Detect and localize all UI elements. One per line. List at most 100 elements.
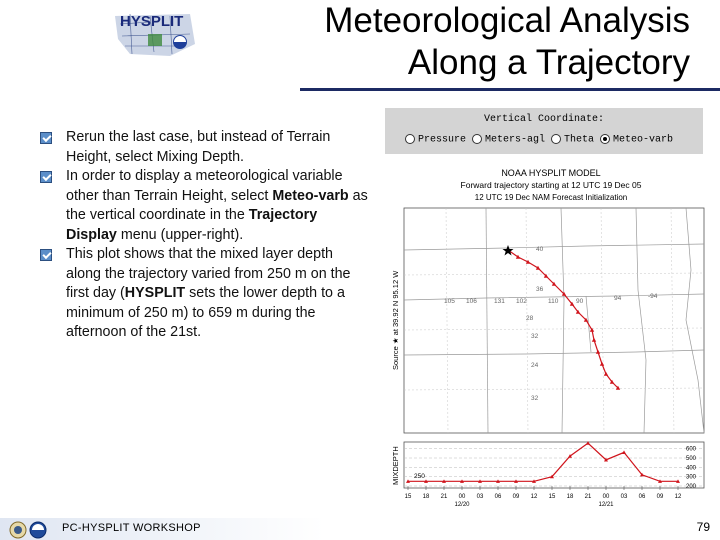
mixdepth-series-line — [408, 442, 678, 482]
time-axis-ticks: 15 18 21 00 03 06 09 12 15 18 21 00 03 06 09 12 — [405, 486, 682, 500]
trajectory-marker — [561, 291, 567, 296]
map-number-label: 36 — [536, 286, 544, 293]
mixdepth-point — [478, 479, 482, 483]
map-number-label: 24 — [531, 362, 539, 369]
trajectory-line — [502, 245, 621, 390]
trajectory-marker — [583, 317, 589, 322]
vertical-coordinate-panel: Vertical Coordinate: Pressure Meters-agl T… — [385, 108, 703, 154]
checkbox-bullet-icon — [40, 249, 52, 261]
time-tick-label: 15 — [549, 494, 556, 500]
map-number-label: 90 — [576, 298, 584, 305]
slide-title: Meteorological Analysis Along a Trajecto… — [324, 0, 690, 84]
trajectory-marker — [543, 273, 549, 278]
plot-title-2: Forward trajectory starting at 12 UTC 19… — [461, 180, 642, 190]
trajectory-marker — [569, 301, 575, 306]
mixdepth-right-tick-label: 200 — [686, 484, 697, 490]
trajectory-marker — [535, 265, 541, 270]
trajectory-marker — [595, 349, 601, 354]
trajectory-marker — [551, 281, 557, 286]
mixdepth-point — [622, 450, 626, 454]
title-line-1: Meteorological Analysis — [324, 1, 690, 40]
map-number-label: 102 — [516, 298, 527, 305]
bullet-text: menu (upper-right). — [116, 226, 244, 243]
mixdepth-right-ticks: 600 500 400 300 200 — [686, 447, 697, 490]
time-tick-label: 03 — [621, 494, 628, 500]
map-labels: 40 36 32 28 24 32 105 106 131 102 110 90 94 -94 — [444, 246, 658, 402]
radio-label: Meters-agl — [485, 134, 546, 146]
map-number-label: 40 — [536, 246, 544, 253]
mixdepth-gridlines — [404, 448, 704, 487]
vertical-coordinate-title: Vertical Coordinate: — [483, 114, 605, 125]
date-axis-ticks: 12/20 12/21 — [454, 502, 614, 508]
radio-option-meters-agl[interactable]: Meters-agl — [472, 134, 545, 146]
time-tick-label: 12 — [675, 494, 682, 500]
map-frame — [403, 207, 705, 434]
mixdepth-point — [550, 474, 554, 479]
time-tick-label: 00 — [603, 494, 610, 500]
map-number-label: 110 — [548, 298, 559, 305]
mixdepth-point — [676, 479, 680, 483]
map-number-label: 131 — [494, 298, 505, 305]
time-tick-label: 06 — [495, 494, 502, 500]
trajectory-marker — [591, 337, 597, 342]
time-tick-label: 06 — [639, 494, 646, 500]
time-tick-label: 18 — [567, 494, 574, 500]
radio-button-icon[interactable] — [551, 134, 562, 144]
vertical-coordinate-options: Pressure Meters-agl Theta Meteo-varb — [405, 134, 679, 146]
time-tick-label: 15 — [405, 494, 412, 500]
bullet-text: This plot shows that the mixed layer dep… — [66, 246, 351, 301]
bullet-text: sets the lower depth to a minimum of 250… — [66, 285, 345, 340]
radio-button-icon[interactable] — [600, 134, 611, 144]
checkbox-bullet-icon — [40, 171, 52, 183]
radio-label: Pressure — [418, 134, 467, 146]
radio-option-pressure[interactable]: Pressure — [405, 134, 466, 146]
time-tick-label: 00 — [459, 494, 466, 500]
trajectory-marker — [525, 259, 531, 264]
trajectory-marker — [615, 385, 621, 390]
source-star-icon — [502, 245, 514, 256]
agency-seals — [9, 521, 47, 539]
time-tick-label: 09 — [513, 494, 520, 500]
mixdepth-point — [406, 479, 410, 483]
mixdepth-point — [496, 479, 500, 483]
mixdepth-right-tick-label: 400 — [686, 465, 697, 471]
mixdepth-point — [568, 454, 572, 458]
radio-option-meteo-varb[interactable]: Meteo-varb — [600, 134, 673, 146]
mixdepth-right-tick-label: 300 — [686, 475, 697, 481]
map-number-label: 105 — [444, 298, 455, 305]
date-tick-label: 12/20 — [454, 502, 470, 508]
map-number-label: 106 — [466, 298, 477, 305]
time-tick-label: 09 — [657, 494, 664, 500]
radio-option-theta[interactable]: Theta — [551, 134, 594, 146]
mixdepth-right-tick-label: 600 — [686, 447, 697, 453]
mixdepth-point — [532, 479, 536, 483]
mixdepth-right-tick-label: 500 — [686, 456, 697, 462]
title-divider — [300, 88, 720, 91]
mixdepth-point — [604, 457, 608, 462]
map-number-label: 32 — [531, 395, 539, 402]
bullet-text: as the vertical coordinate in the — [66, 187, 368, 224]
radio-button-icon[interactable] — [405, 134, 415, 144]
mixdepth-point — [460, 479, 464, 483]
mixdepth-axis-label: MIXDEPTH — [391, 446, 400, 485]
trajectory-plot: NOAA HYSPLIT MODEL Forward trajectory st… — [386, 160, 716, 510]
radio-label: Theta — [564, 134, 595, 146]
bullet-bold-text: Meteo-varb — [272, 187, 349, 204]
radio-button-icon[interactable] — [472, 134, 483, 144]
footer-workshop-label: PC-HYSPLIT WORKSHOP — [62, 522, 201, 534]
mixdepth-start-value: 250 — [414, 473, 425, 480]
footer-bar — [0, 518, 720, 540]
mixdepth-point — [586, 441, 590, 445]
map-number-label: -94 — [648, 293, 658, 300]
mixdepth-point — [514, 479, 518, 483]
map-number-label: 32 — [531, 333, 539, 340]
time-tick-label: 12 — [531, 494, 538, 500]
page-number: 79 — [696, 520, 710, 534]
time-tick-label: 03 — [477, 494, 484, 500]
bullet-item: Rerun the last case, but instead of Terr… — [40, 128, 370, 167]
map-number-label: 28 — [526, 315, 534, 322]
trajectory-marker — [515, 254, 521, 259]
bullet-bold-text: HYSPLIT — [124, 285, 186, 301]
mixdepth-frame — [403, 441, 705, 489]
trajectory-marker — [575, 309, 581, 314]
